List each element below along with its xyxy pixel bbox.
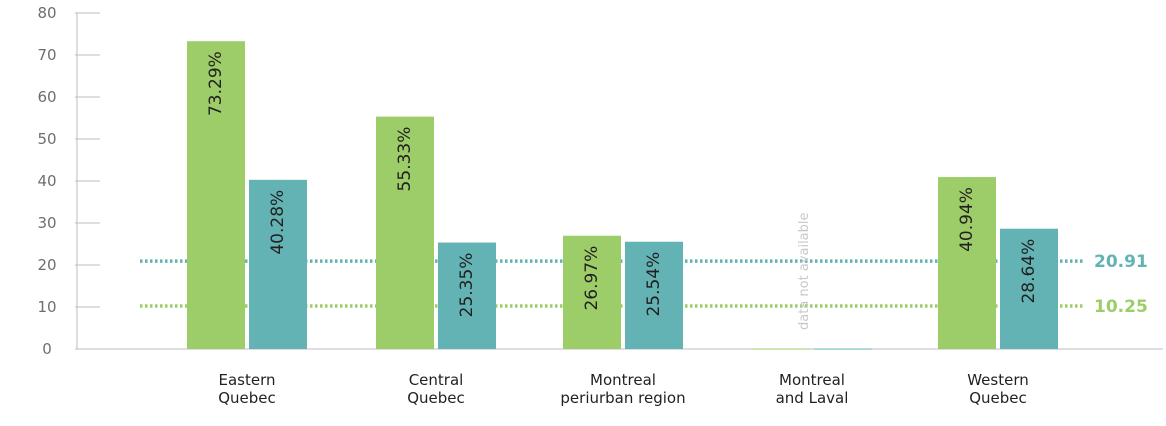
category-label: Montreal and Laval (776, 371, 849, 407)
category-label-line: Montreal (779, 371, 845, 389)
bar (438, 242, 496, 349)
category-label-line: Western (967, 371, 1029, 389)
category-label: Montreal periurban region (560, 371, 685, 407)
reference-line-label: 10.25 (1094, 297, 1148, 317)
bar (563, 235, 621, 349)
bar (938, 177, 996, 349)
bar-value-label: 25.35% (457, 253, 477, 318)
y-tick-label: 50 (37, 130, 56, 148)
bar (187, 41, 245, 349)
bar-value-label: 26.97% (582, 246, 602, 311)
category-label-line: Quebec (969, 389, 1027, 407)
y-tick-label: 40 (37, 172, 56, 190)
category-label: Central Quebec (407, 371, 465, 407)
y-tick-label: 20 (37, 256, 56, 274)
bar-value-label: 28.64% (1019, 239, 1039, 304)
category-label-line: Quebec (407, 389, 465, 407)
category-label: Eastern Quebec (218, 371, 276, 407)
bar-value-label: 40.28% (268, 190, 288, 255)
data-not-available-label: data not available (797, 212, 812, 330)
bar-value-label: 55.33% (395, 127, 415, 192)
bar (1000, 228, 1058, 349)
category-label-line: and Laval (776, 389, 849, 407)
y-tick-label: 80 (37, 4, 56, 22)
y-tick-label: 10 (37, 298, 56, 316)
category-label-line: Eastern (218, 371, 275, 389)
y-tick-label: 70 (37, 46, 56, 64)
category-label-line: Central (409, 371, 464, 389)
category-label-line: Montreal (590, 371, 656, 389)
bar-value-label: 40.94% (957, 187, 977, 252)
y-tick-label: 0 (42, 340, 52, 358)
bar (376, 116, 434, 349)
category-label-line: Quebec (218, 389, 276, 407)
category-label-line: periurban region (560, 389, 685, 407)
category-label: Western Quebec (967, 371, 1029, 407)
reference-line-label: 20.91 (1094, 252, 1148, 272)
bar-value-label: 25.54% (644, 252, 664, 317)
y-tick-label: 60 (37, 88, 56, 106)
bar (249, 179, 307, 349)
bar (625, 241, 683, 349)
bar-value-label: 73.29% (206, 51, 226, 116)
y-tick-label: 30 (37, 214, 56, 232)
